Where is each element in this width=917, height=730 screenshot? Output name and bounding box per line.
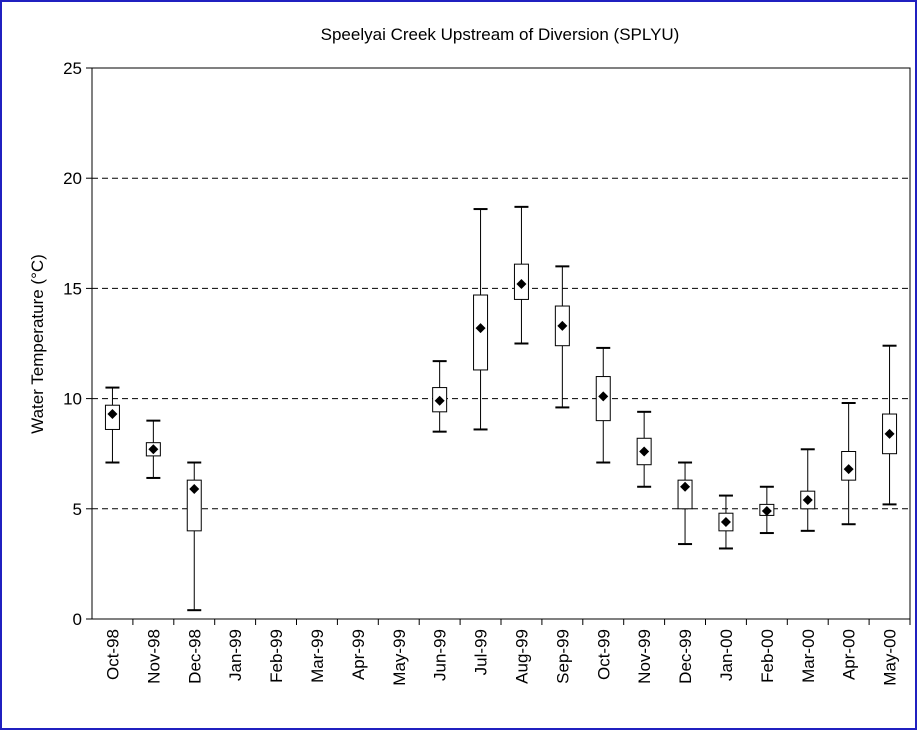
mean-marker	[884, 428, 895, 439]
x-tick-label: Aug-99	[512, 629, 531, 684]
y-tick-label: 10	[63, 390, 82, 409]
x-tick-label: Sep-99	[553, 629, 572, 684]
mean-marker	[598, 391, 609, 402]
x-tick-label: Feb-00	[758, 629, 777, 683]
x-tick-label: Jun-99	[431, 629, 450, 681]
mean-marker	[516, 278, 527, 289]
x-tick-label: Oct-99	[594, 629, 613, 680]
x-tick-label: Oct-98	[103, 629, 122, 680]
y-tick-label: 15	[63, 279, 82, 298]
x-tick-label: Mar-99	[308, 629, 327, 683]
x-tick-label: Nov-99	[635, 629, 654, 684]
mean-marker	[680, 481, 691, 492]
y-tick-label: 25	[63, 59, 82, 78]
mean-marker	[475, 323, 486, 334]
x-tick-label: Apr-00	[840, 629, 859, 680]
y-tick-label: 5	[73, 500, 82, 519]
x-tick-label: Feb-99	[267, 629, 286, 683]
mean-marker	[843, 464, 854, 475]
mean-marker	[720, 517, 731, 528]
x-tick-label: May-99	[390, 629, 409, 686]
mean-marker	[557, 320, 568, 331]
mean-marker	[148, 444, 159, 455]
chart-title: Speelyai Creek Upstream of Diversion (SP…	[321, 25, 680, 44]
y-tick-label: 20	[63, 169, 82, 188]
x-tick-label: Mar-00	[799, 629, 818, 683]
y-tick-label: 0	[73, 610, 82, 629]
x-tick-label: Jan-99	[226, 629, 245, 681]
x-tick-label: Dec-99	[676, 629, 695, 684]
x-tick-label: Dec-98	[185, 629, 204, 684]
y-axis-label: Water Temperature (°C)	[28, 254, 47, 434]
x-tick-label: Apr-99	[349, 629, 368, 680]
mean-marker	[802, 494, 813, 505]
x-tick-label: Jan-00	[717, 629, 736, 681]
mean-marker	[434, 395, 445, 406]
x-tick-label: Jul-99	[472, 629, 491, 675]
box	[186, 479, 202, 532]
mean-marker	[189, 483, 200, 494]
x-tick-label: Nov-98	[144, 629, 163, 684]
mean-marker	[107, 409, 118, 420]
x-tick-label: May-00	[881, 629, 900, 686]
mean-marker	[761, 506, 772, 517]
mean-marker	[639, 446, 650, 457]
